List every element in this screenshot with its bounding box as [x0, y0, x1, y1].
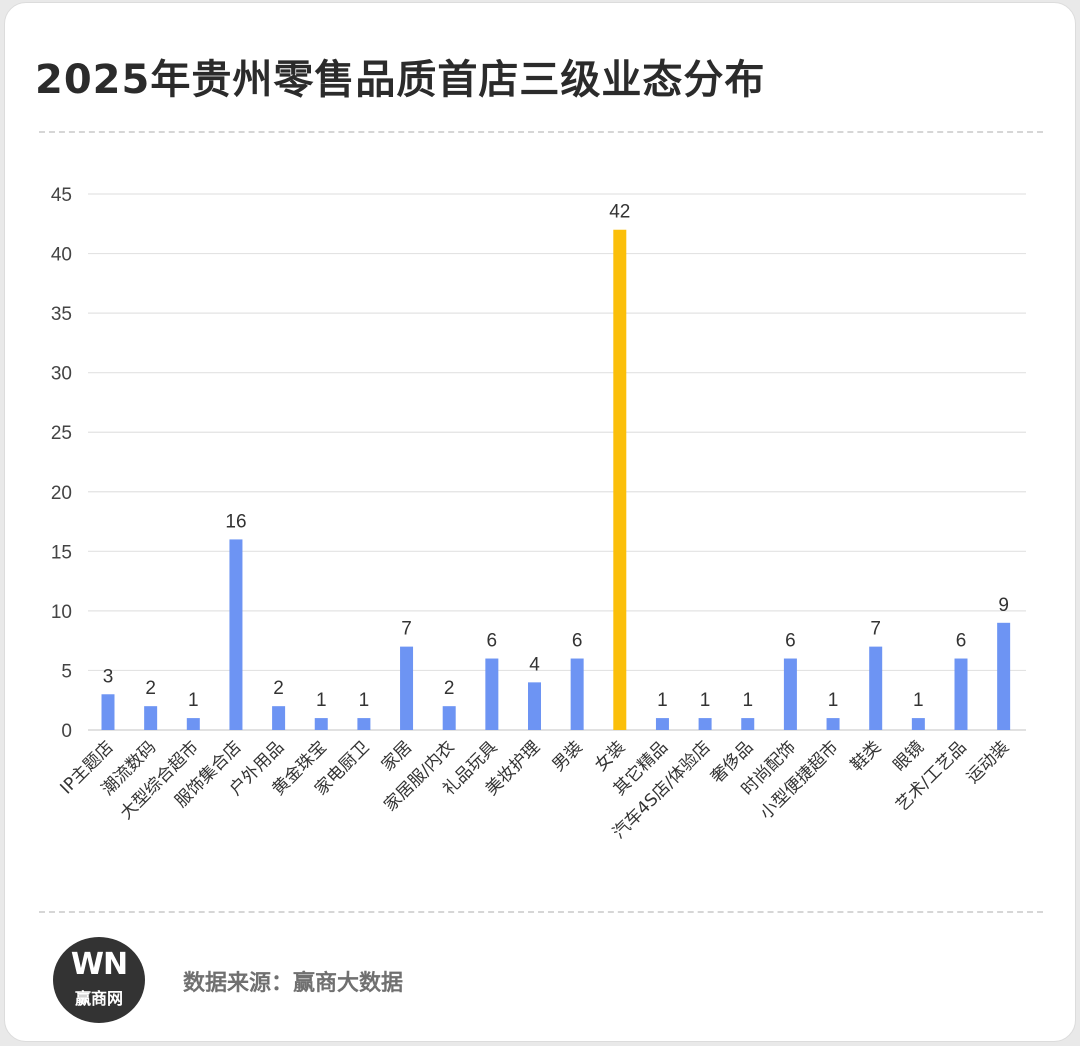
data-label: 1 — [657, 690, 668, 711]
data-label: 2 — [145, 678, 156, 699]
bar — [485, 658, 499, 730]
data-label: 1 — [742, 690, 753, 711]
bar — [826, 718, 840, 730]
y-tick-label: 25 — [51, 423, 72, 444]
bar — [272, 706, 286, 730]
bar — [698, 718, 712, 730]
bar — [954, 658, 968, 730]
y-tick-label: 0 — [61, 721, 72, 742]
data-label: 1 — [828, 690, 839, 711]
data-label: 1 — [188, 690, 199, 711]
data-source-label: 数据来源：赢商大数据 — [183, 971, 404, 996]
x-tick-label: 女装 — [591, 737, 629, 775]
bar — [400, 646, 414, 730]
y-tick-label: 30 — [51, 364, 72, 385]
data-label: 7 — [401, 619, 412, 640]
bottom-divider — [39, 911, 1043, 913]
data-label: 6 — [956, 631, 967, 652]
data-label: 2 — [273, 678, 284, 699]
bar — [314, 718, 328, 730]
y-tick-label: 40 — [51, 245, 72, 266]
x-tick-label: 男装 — [549, 737, 587, 775]
data-label: 42 — [609, 202, 630, 223]
bar — [528, 682, 541, 730]
data-label: 6 — [785, 631, 796, 652]
x-tick-label: 鞋类 — [847, 737, 885, 775]
bar — [570, 658, 584, 730]
data-label: 9 — [998, 595, 1009, 616]
y-tick-label: 35 — [51, 304, 72, 325]
brand-logo: WN 赢商网 — [53, 937, 145, 1023]
y-tick-label: 5 — [61, 661, 72, 682]
top-divider — [39, 131, 1043, 133]
data-label: 1 — [913, 690, 924, 711]
bar — [613, 229, 627, 730]
bar — [869, 646, 883, 730]
logo-mark: WN — [70, 947, 128, 982]
data-label: 4 — [529, 654, 540, 675]
data-label: 3 — [103, 666, 114, 687]
bar — [783, 658, 797, 730]
logo-text: 赢商网 — [74, 989, 123, 1008]
x-tick-label: 运动装 — [963, 737, 1013, 787]
y-tick-label: 45 — [51, 185, 72, 206]
bar — [741, 718, 755, 730]
x-tick-label: 眼镜 — [890, 737, 928, 775]
chart-card: 2025年贵州零售品质首店三级业态分布 WN 赢商网 数据来源：赢商大数据 — [4, 2, 1076, 1042]
bar — [229, 539, 243, 730]
bar — [911, 718, 925, 730]
bar — [144, 706, 158, 730]
bar — [101, 694, 115, 730]
data-label: 1 — [359, 690, 370, 711]
bar — [997, 622, 1011, 730]
data-label: 2 — [444, 678, 455, 699]
data-label: 1 — [700, 690, 711, 711]
data-label: 6 — [487, 631, 498, 652]
data-label: 6 — [572, 631, 583, 652]
y-tick-label: 20 — [51, 483, 72, 504]
page-title: 2025年贵州零售品质首店三级业态分布 — [35, 57, 766, 103]
y-tick-label: 10 — [51, 602, 72, 623]
data-label: 16 — [225, 511, 246, 532]
bar — [442, 706, 456, 730]
bar — [655, 718, 669, 730]
bar — [186, 718, 200, 730]
bar — [357, 718, 371, 730]
data-label: 7 — [870, 619, 881, 640]
y-tick-label: 15 — [51, 542, 72, 563]
data-label: 1 — [316, 690, 327, 711]
x-tick-label: 家居 — [378, 737, 416, 775]
